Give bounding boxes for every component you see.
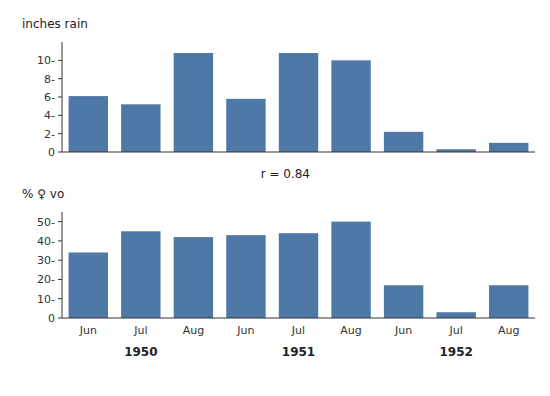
chart-container: 0 2- 4- 6- 8- 10- inches rain r = 0.84 0 10- 20- 30… bbox=[0, 0, 550, 396]
bar bbox=[121, 104, 160, 152]
x-axis-line bbox=[62, 152, 535, 153]
y-tick-label: 0 bbox=[48, 146, 55, 159]
x-tick-label: Jun bbox=[236, 324, 254, 337]
y-tick bbox=[58, 221, 62, 222]
x-tick-label: Aug bbox=[498, 324, 519, 337]
y-tick-label: 8- bbox=[44, 73, 55, 86]
y-tick-label: 30- bbox=[37, 254, 55, 267]
y-tick bbox=[58, 240, 62, 241]
bar bbox=[384, 132, 423, 152]
y-tick-label: 10- bbox=[37, 293, 55, 306]
bar bbox=[174, 237, 213, 318]
y-tick bbox=[58, 298, 62, 299]
y-tick-label: 6- bbox=[44, 91, 55, 104]
y-tick bbox=[58, 97, 62, 98]
x-tick-label: Jul bbox=[449, 324, 463, 337]
bar bbox=[174, 53, 213, 152]
y-tick bbox=[58, 318, 62, 319]
bar bbox=[226, 235, 265, 318]
chart-svg: 0 2- 4- 6- 8- 10- inches rain r = 0.84 0 10- 20- 30… bbox=[0, 0, 550, 396]
x-tick-label: Aug bbox=[183, 324, 204, 337]
group-label: 1950 bbox=[124, 345, 157, 359]
y-tick-label: 50- bbox=[37, 216, 55, 229]
group-label: 1951 bbox=[282, 345, 315, 359]
bar bbox=[226, 99, 265, 152]
group-label: 1952 bbox=[439, 345, 472, 359]
x-tick-label: Jun bbox=[79, 324, 97, 337]
y-tick bbox=[58, 78, 62, 79]
y-tick bbox=[58, 279, 62, 280]
bars bbox=[69, 53, 529, 152]
bars bbox=[69, 222, 529, 318]
x-axis-line bbox=[62, 318, 535, 319]
y-tick bbox=[58, 115, 62, 116]
y-tick-label: 40- bbox=[37, 235, 55, 248]
y-tick bbox=[58, 260, 62, 261]
bar bbox=[279, 233, 318, 318]
bar bbox=[121, 231, 160, 318]
bar bbox=[489, 285, 528, 318]
y-tick-label: 4- bbox=[44, 109, 55, 122]
y-tick-label: 0 bbox=[48, 312, 55, 325]
y-axis-label: % ♀ vo bbox=[22, 187, 64, 201]
bar bbox=[69, 252, 108, 318]
y-tick bbox=[58, 152, 62, 153]
annotation: r = 0.84 bbox=[261, 167, 310, 181]
bar bbox=[489, 143, 528, 152]
y-axis-line bbox=[62, 212, 63, 318]
y-tick bbox=[58, 133, 62, 134]
y-tick-label: 20- bbox=[37, 273, 55, 286]
panel: 0 2- 4- 6- 8- 10- inches rain r = 0.84 bbox=[22, 17, 535, 181]
x-tick-label: Jul bbox=[133, 324, 147, 337]
y-tick-label: 10- bbox=[37, 54, 55, 67]
y-tick-label: 2- bbox=[44, 128, 55, 141]
x-tick-label: Jun bbox=[394, 324, 412, 337]
bar bbox=[384, 285, 423, 318]
bar bbox=[436, 312, 475, 318]
bar bbox=[331, 60, 370, 152]
bar bbox=[69, 96, 108, 152]
panel: 0 10- 20- 30- 40- 50- Jun Jul Aug Jun Jul Aug Jun Jul… bbox=[22, 187, 535, 359]
x-tick-label: Aug bbox=[340, 324, 361, 337]
y-tick bbox=[58, 60, 62, 61]
bar bbox=[279, 53, 318, 152]
x-tick-label: Jul bbox=[291, 324, 305, 337]
bar bbox=[331, 222, 370, 318]
y-axis-label: inches rain bbox=[22, 17, 88, 31]
